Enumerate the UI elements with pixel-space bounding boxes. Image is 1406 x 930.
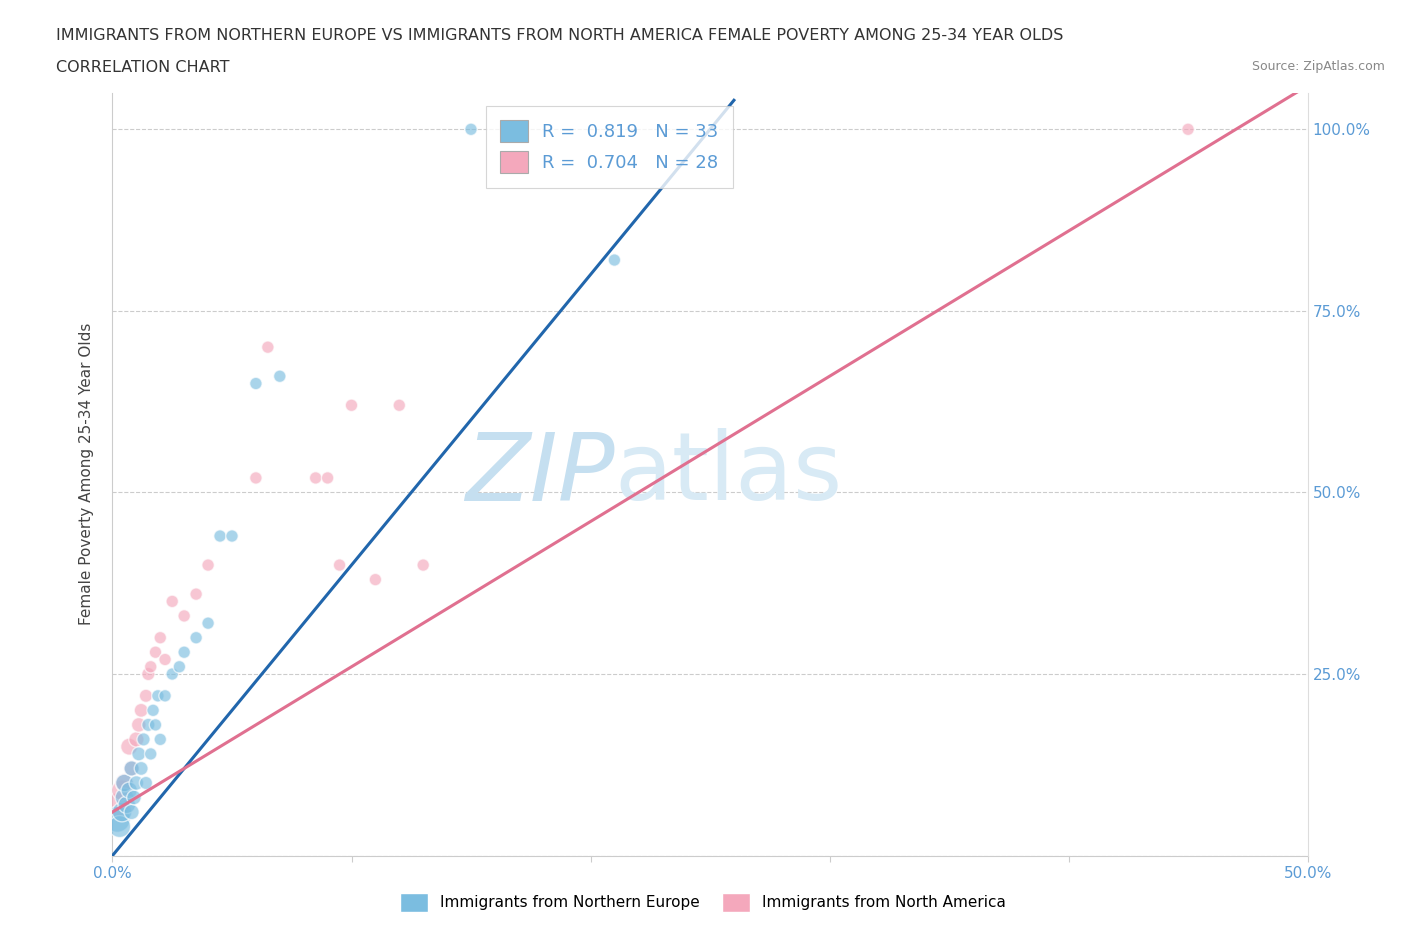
Point (128, 747, 150, 762)
Point (316, 471, 339, 485)
Point (209, 528, 232, 543)
Text: ZIP: ZIP (465, 429, 614, 520)
Point (186, 587, 208, 602)
Point (139, 747, 162, 762)
Point (135, 688, 157, 703)
Point (121, 804, 143, 819)
Point (105, 812, 128, 827)
Point (129, 703, 152, 718)
Point (111, 804, 134, 819)
Point (364, 572, 387, 587)
Text: CORRELATION CHART: CORRELATION CHART (56, 60, 229, 75)
Legend: R =  0.819   N = 33, R =  0.704   N = 28: R = 0.819 N = 33, R = 0.704 N = 28 (486, 106, 733, 188)
Point (412, 558, 434, 573)
Point (162, 667, 183, 682)
Point (135, 776, 157, 790)
Point (122, 790, 145, 805)
Point (388, 398, 411, 413)
Point (108, 819, 131, 834)
Point (138, 717, 160, 732)
Point (329, 558, 352, 573)
Point (146, 688, 169, 703)
Point (145, 717, 167, 732)
Point (197, 616, 219, 631)
Point (1177, 122, 1199, 137)
Point (186, 631, 208, 645)
Point (129, 761, 152, 776)
Point (138, 667, 160, 682)
Point (132, 732, 155, 747)
Text: IMMIGRANTS FROM NORTHERN EUROPE VS IMMIGRANTS FROM NORTH AMERICA FEMALE POVERTY : IMMIGRANTS FROM NORTHERN EUROPE VS IMMIG… (56, 28, 1063, 43)
Point (139, 659, 162, 674)
Point (114, 776, 135, 790)
Point (142, 703, 165, 718)
Point (153, 688, 176, 703)
Point (118, 739, 141, 754)
Point (125, 776, 148, 790)
Point (115, 797, 138, 812)
Point (153, 652, 176, 667)
Text: atlas: atlas (614, 429, 842, 520)
Point (305, 471, 328, 485)
Point (149, 631, 172, 645)
Point (173, 608, 195, 623)
Point (245, 376, 267, 391)
Point (173, 644, 195, 659)
Point (269, 369, 291, 384)
Point (114, 776, 135, 790)
Point (221, 528, 243, 543)
Legend: Immigrants from Northern Europe, Immigrants from North America: Immigrants from Northern Europe, Immigra… (394, 887, 1012, 918)
Text: Source: ZipAtlas.com: Source: ZipAtlas.com (1251, 60, 1385, 73)
Point (460, 122, 482, 137)
Point (118, 783, 141, 798)
Point (603, 253, 626, 268)
Point (145, 644, 167, 659)
Y-axis label: Female Poverty Among 25-34 Year Olds: Female Poverty Among 25-34 Year Olds (79, 323, 94, 626)
Point (245, 471, 267, 485)
Point (128, 717, 150, 732)
Point (169, 659, 191, 674)
Point (105, 797, 128, 812)
Point (149, 732, 172, 747)
Point (121, 761, 143, 776)
Point (121, 761, 143, 776)
Point (114, 790, 135, 805)
Point (257, 339, 280, 354)
Point (111, 783, 134, 798)
Point (197, 558, 219, 573)
Point (162, 594, 183, 609)
Point (125, 732, 148, 747)
Point (340, 398, 363, 413)
